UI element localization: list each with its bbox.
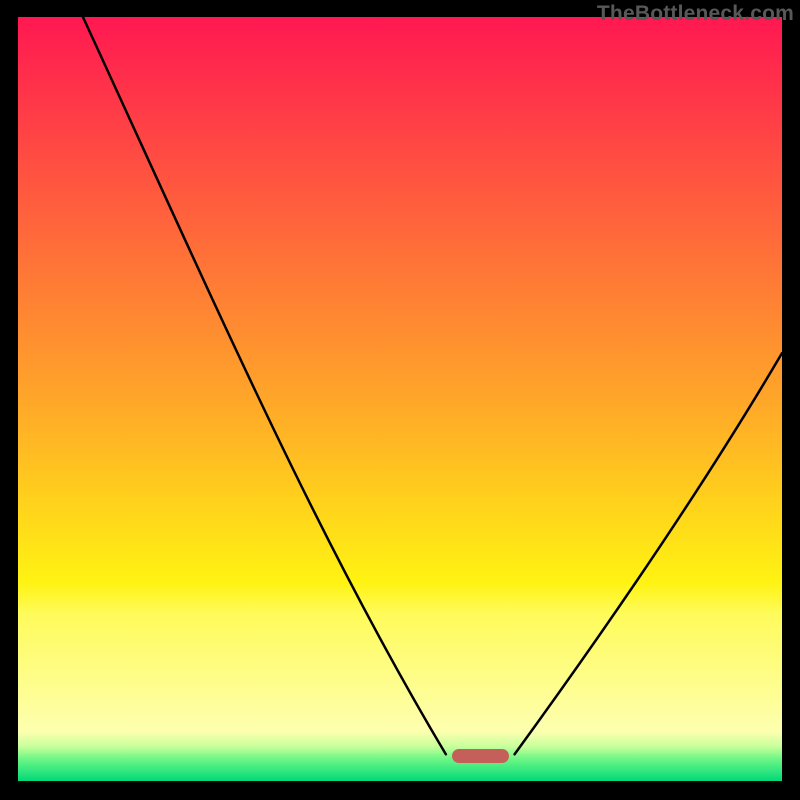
- chart-frame: TheBottleneck.com: [0, 0, 800, 800]
- bottleneck-curves: [0, 0, 800, 800]
- watermark-label: TheBottleneck.com: [597, 2, 794, 26]
- optimum-marker: [452, 749, 509, 763]
